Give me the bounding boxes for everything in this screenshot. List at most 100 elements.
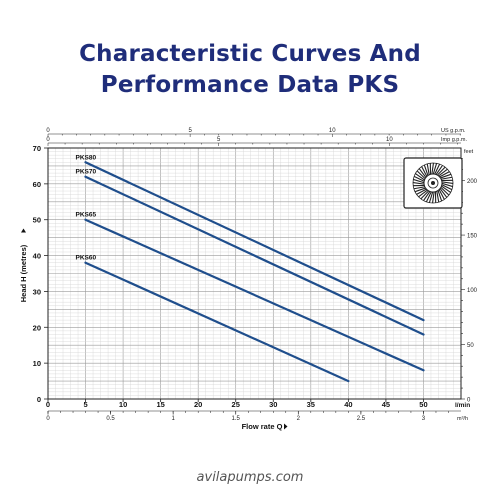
impeller-blade	[437, 189, 443, 202]
series-label-pks80: PKS80	[76, 154, 97, 161]
impeller-blade	[431, 190, 435, 204]
x-tick-label: 50	[419, 400, 427, 409]
impeller-inset	[403, 157, 463, 209]
us-gpm-tick-label: 0	[46, 128, 50, 134]
impeller-blade	[428, 190, 434, 203]
imp-gpm-unit-label: Imp g.p.m.	[441, 137, 467, 143]
impeller-blade	[433, 163, 441, 176]
imp-gpm-tick-label: 0	[46, 137, 50, 143]
impeller-blade	[440, 185, 451, 193]
feet-tick-label: 0	[467, 398, 471, 404]
series-line-pks60	[84, 261, 350, 383]
imp-gpm-tick-label: 10	[386, 137, 393, 143]
impeller-blade	[426, 163, 430, 176]
feet-tick-label: 100	[467, 288, 478, 294]
y-axis-label: Head H (metres)	[19, 244, 28, 302]
x-unit-label: l/min	[455, 402, 470, 409]
impeller-blade	[440, 183, 453, 191]
feet-tick-label: 50	[467, 343, 474, 349]
impeller-blade	[415, 173, 426, 181]
impeller-blade	[439, 186, 450, 196]
impeller-center	[431, 181, 435, 185]
y-tick-label: 30	[33, 287, 41, 296]
y-tick-label: 70	[33, 144, 41, 153]
impeller-blade	[440, 182, 453, 188]
impeller-blade	[432, 163, 438, 176]
x-tick-label: 15	[156, 400, 164, 409]
y-tick-label: 40	[33, 252, 41, 261]
impeller-blade	[436, 166, 446, 177]
impeller-blade	[431, 162, 435, 176]
website-credit: avilapumps.com	[196, 470, 304, 485]
us-gpm-tick-label: 10	[329, 128, 336, 134]
impeller-blade	[435, 165, 443, 176]
y-tick-label: 0	[37, 395, 41, 404]
us-gpm-tick-label: 5	[188, 128, 192, 134]
m3h-tick-label: 2	[297, 416, 301, 422]
y-tick-label: 20	[33, 323, 41, 332]
impeller-blade	[437, 168, 448, 177]
impeller-icon	[412, 162, 454, 204]
impeller-blade	[420, 189, 430, 200]
series-label-pks70: PKS70	[76, 169, 97, 176]
impeller-rim	[412, 162, 454, 204]
y-axis-arrow-icon	[21, 228, 26, 233]
x-tick-label: 40	[344, 400, 352, 409]
impeller-blade	[423, 190, 431, 201]
chart-title-line-2: Performance Data PKS	[100, 72, 400, 98]
impeller-blade	[423, 164, 429, 177]
impeller-blade	[418, 189, 429, 198]
series-line-pks80	[84, 161, 425, 322]
impeller-blade	[436, 190, 440, 203]
impeller-blade	[421, 166, 428, 178]
y-tick-label: 50	[33, 216, 41, 225]
m3h-tick-label: 0.5	[106, 416, 115, 422]
x-tick-label: 30	[269, 400, 277, 409]
m3h-tick-label: 1	[171, 416, 175, 422]
series-label-pks60: PKS60	[76, 255, 97, 262]
x-axis-title: Flow rate Q	[242, 422, 288, 431]
feet-unit-label: feet	[464, 149, 474, 155]
plot-frame	[47, 147, 462, 400]
impeller-blade	[412, 181, 426, 185]
x-tick-label: 25	[232, 400, 240, 409]
feet-tick-label: 200	[467, 179, 478, 185]
impeller-blade	[440, 181, 454, 185]
impeller-blade	[416, 188, 428, 195]
impeller-blade	[439, 187, 448, 198]
impeller-blade	[418, 168, 427, 179]
impeller-blade	[414, 187, 427, 193]
x-tick-label: 5	[83, 400, 87, 409]
x-tick-label: 45	[382, 400, 390, 409]
y-axis-title: Head H (metres)	[19, 228, 28, 302]
impeller-blade	[413, 186, 426, 190]
us-gpm-unit-label: US g.p.m.	[441, 128, 466, 134]
impeller-blade	[438, 171, 450, 178]
x-axis-label: Flow rate Q	[242, 422, 283, 431]
m3h-tick-label: 1.5	[232, 416, 241, 422]
y-tick-label: 10	[33, 359, 41, 368]
impeller-blade	[413, 175, 426, 183]
series-line-pks70	[84, 175, 425, 336]
impeller-blade	[438, 188, 445, 200]
impeller-blade	[425, 190, 433, 203]
series-label-pks65: PKS65	[76, 212, 97, 219]
x-tick-label: 35	[307, 400, 315, 409]
impeller-blade	[413, 178, 426, 184]
m3h-unit-label: m³/h	[457, 416, 468, 422]
x-tick-label: 20	[194, 400, 202, 409]
imp-gpm-tick-label: 5	[217, 137, 221, 143]
series-line-pks65	[84, 218, 425, 372]
y-tick-label: 60	[33, 180, 41, 189]
x-tick-label: 0	[46, 400, 50, 409]
m3h-tick-label: 3	[422, 416, 426, 422]
impeller-blade	[440, 176, 453, 180]
x-axis-arrow-icon	[284, 423, 288, 430]
chart-title-line-1: Characteristic Curves And	[79, 41, 421, 67]
m3h-tick-label: 0	[46, 416, 50, 422]
m3h-tick-label: 2.5	[357, 416, 366, 422]
feet-tick-label: 150	[467, 234, 478, 240]
impeller-blade	[439, 173, 452, 179]
impeller-blade	[416, 170, 427, 180]
